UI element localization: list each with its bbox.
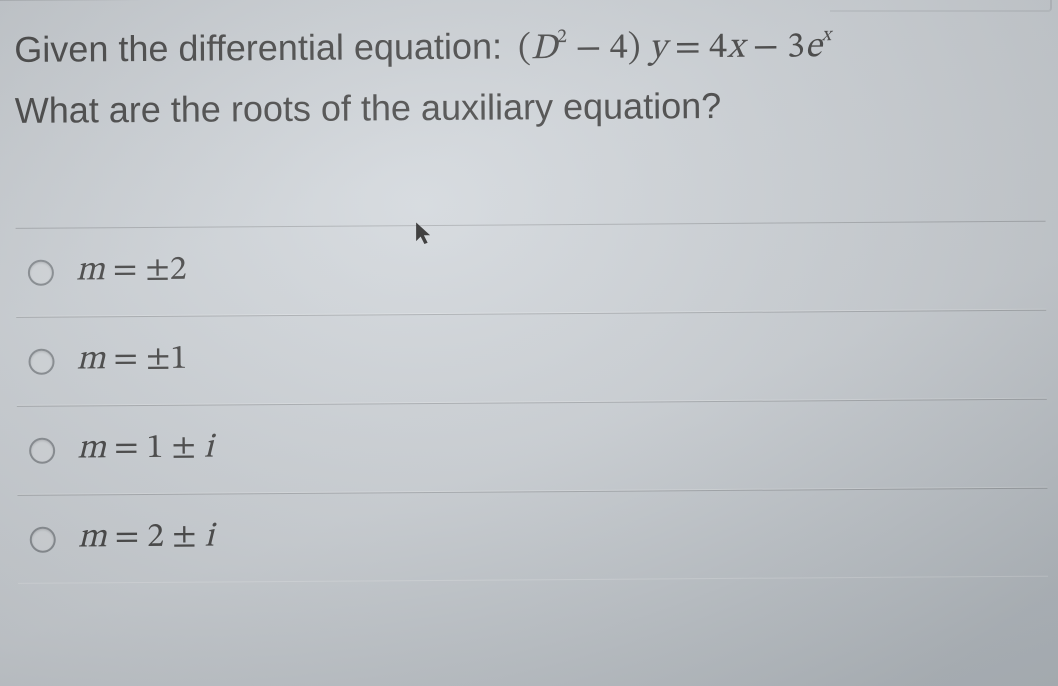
radio-icon[interactable] — [29, 437, 55, 463]
options-list: m = ±2 m = ±1 m = 1 ± i m = 2 ± i — [16, 221, 1048, 584]
var-m: m — [78, 521, 107, 555]
val: ±2 — [145, 254, 187, 288]
eq-sign: = — [666, 30, 709, 66]
coef-4: 4 — [709, 30, 727, 66]
question-block: Given the differential equation: (D2 − 4… — [0, 0, 1058, 584]
var-m: m — [77, 432, 106, 466]
option-label-2: m = ±1 — [76, 339, 187, 383]
val: ±1 — [146, 343, 188, 377]
option-row-2[interactable]: m = ±1 — [16, 310, 1047, 406]
equation: (D2 − 4) y = 4x − 3ex — [518, 20, 831, 76]
val: 1 ± — [146, 432, 204, 466]
var-m: m — [76, 254, 105, 288]
option-label-1: m = ±2 — [76, 250, 187, 294]
i: i — [204, 521, 214, 555]
minus-sign: − — [744, 30, 787, 66]
var-y: y — [649, 30, 667, 66]
rel: = — [105, 254, 146, 288]
option-label-4: m = 2 ± i — [78, 517, 215, 561]
val: 2 ± — [147, 521, 205, 555]
question-prefix-text: Given the differential equation: — [14, 25, 512, 69]
question-line-2: What are the roots of the auxiliary equa… — [15, 77, 1045, 138]
exp-2: 2 — [557, 27, 567, 47]
exp-x: x — [821, 25, 831, 45]
var-x: x — [727, 30, 745, 66]
radio-icon[interactable] — [28, 348, 54, 374]
rel: = — [105, 343, 146, 377]
radio-icon[interactable] — [28, 259, 54, 285]
question-line-1: Given the differential equation: (D2 − 4… — [14, 16, 1044, 80]
option-row-1[interactable]: m = ±2 — [16, 221, 1047, 317]
i: i — [204, 432, 214, 466]
radio-icon[interactable] — [30, 526, 56, 552]
option-row-4[interactable]: m = 2 ± i — [17, 488, 1048, 584]
option-row-3[interactable]: m = 1 ± i — [17, 399, 1048, 495]
rel: = — [107, 521, 148, 555]
coef-3: 3 — [787, 29, 805, 65]
var-m: m — [76, 343, 105, 377]
var-D: D — [531, 31, 558, 67]
minus-4: − 4 — [567, 31, 628, 67]
option-label-3: m = 1 ± i — [77, 428, 214, 472]
var-e: e — [805, 29, 822, 65]
rel: = — [106, 432, 147, 466]
